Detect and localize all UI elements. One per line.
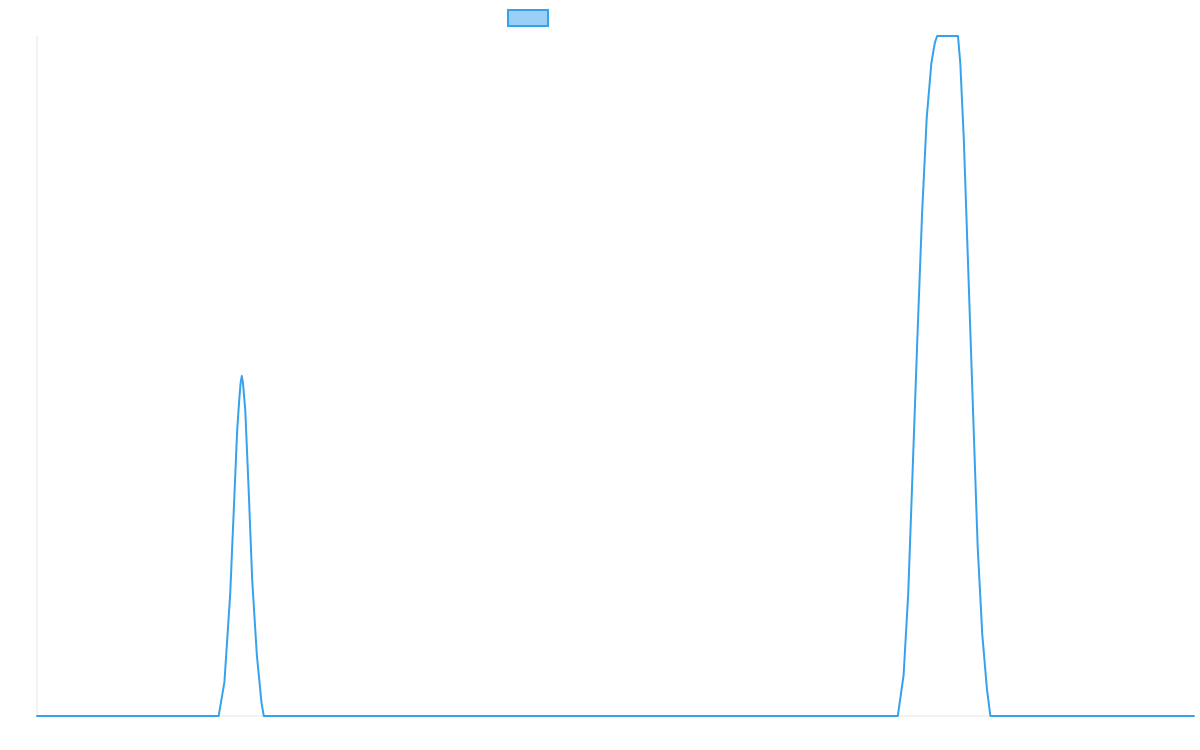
axes [36, 36, 1194, 717]
series-line-0 [36, 35, 1195, 717]
legend [507, 9, 549, 27]
legend-swatch [507, 9, 549, 27]
series-layer [36, 35, 1195, 717]
